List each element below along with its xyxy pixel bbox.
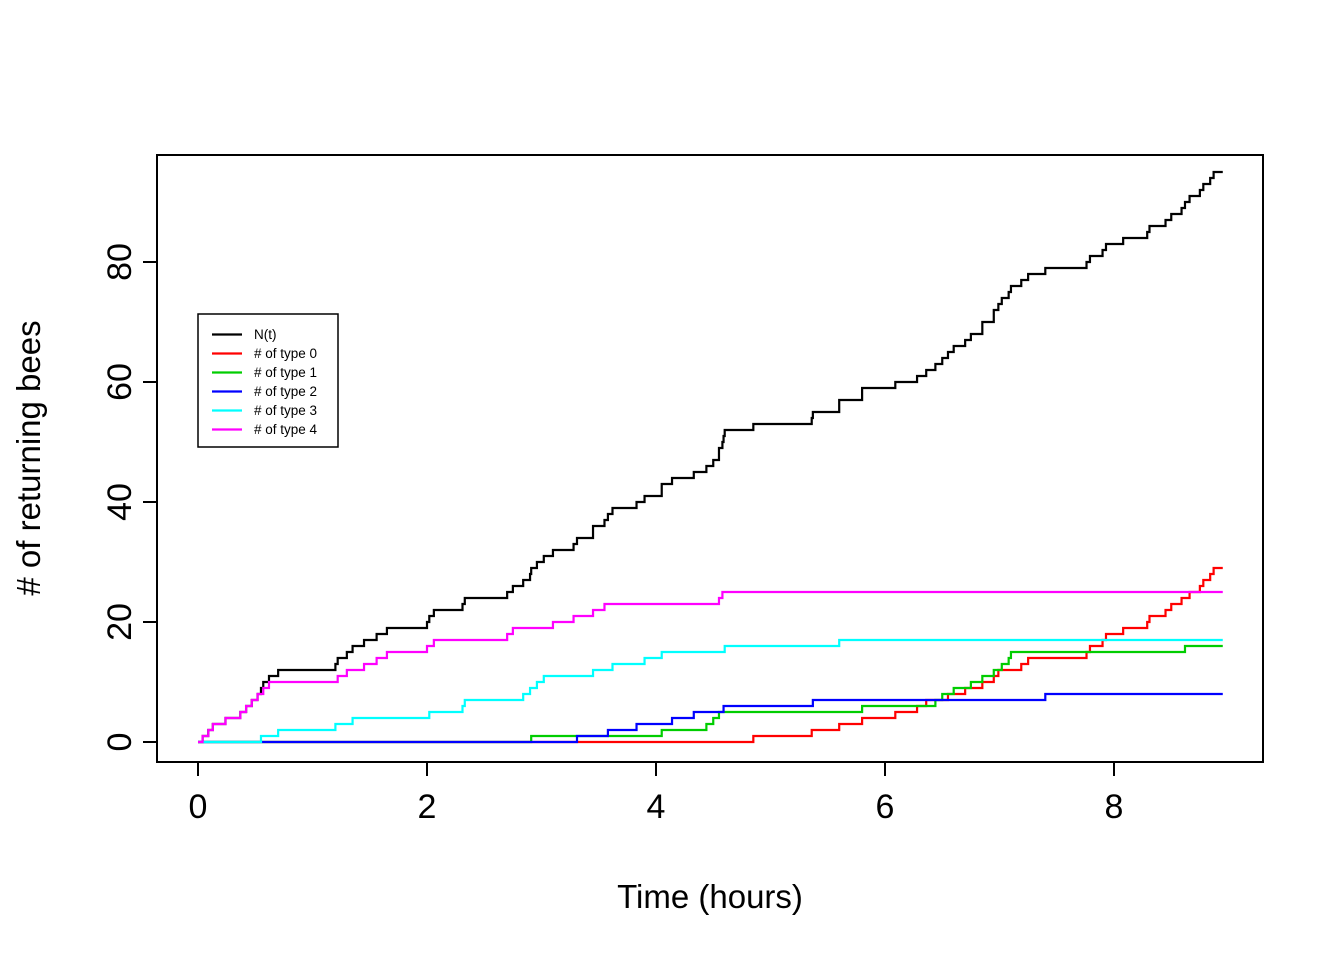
y-tick-label: 80	[101, 243, 139, 281]
legend-label: # of type 3	[254, 403, 317, 418]
series-line-of-type-2	[198, 692, 1223, 744]
x-axis-ticks: 0 2 4 6 8	[189, 762, 1124, 826]
x-tick-label: 6	[876, 788, 895, 826]
legend-row: # of type 2	[212, 384, 317, 399]
series-line-of-type-3	[198, 638, 1223, 744]
x-tick-label: 0	[189, 788, 208, 826]
y-tick-label: 0	[101, 733, 139, 752]
legend-label: # of type 0	[254, 346, 317, 361]
x-tick-label: 4	[647, 788, 666, 826]
x-axis-label: Time (hours)	[617, 878, 803, 915]
legend-row: # of type 0	[212, 346, 317, 361]
series-line-of-type-1	[198, 644, 1223, 744]
legend: N(t) # of type 0 # of type 1 # of type 2…	[197, 313, 339, 448]
series-line-of-type-0	[198, 566, 1223, 744]
legend-row: N(t)	[212, 327, 277, 342]
legend-label: # of type 2	[254, 384, 317, 399]
y-tick-label: 20	[101, 603, 139, 641]
series-layer	[198, 170, 1223, 744]
legend-label: # of type 4	[254, 422, 318, 437]
legend-label: # of type 1	[254, 365, 317, 380]
legend-box	[197, 313, 339, 448]
series-line-n-t	[198, 170, 1223, 744]
legend-row: # of type 3	[212, 403, 317, 418]
y-tick-label: 60	[101, 363, 139, 401]
legend-label: N(t)	[254, 327, 277, 342]
legend-row: # of type 1	[212, 365, 317, 380]
y-axis-label: # of returning bees	[10, 320, 47, 595]
series-line-of-type-4	[198, 590, 1223, 744]
x-tick-label: 2	[418, 788, 437, 826]
y-axis-ticks: 0 20 40 60 80	[101, 243, 157, 751]
legend-row: # of type 4	[212, 422, 318, 437]
x-tick-label: 8	[1105, 788, 1124, 826]
y-tick-label: 40	[101, 483, 139, 521]
plot-box	[156, 154, 1264, 763]
